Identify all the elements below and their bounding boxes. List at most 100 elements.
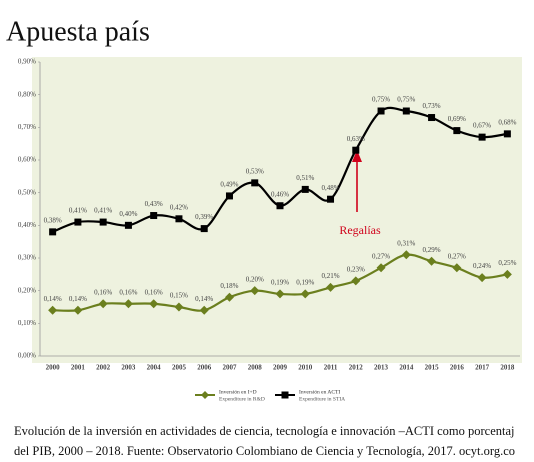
- marker: [453, 127, 461, 135]
- y-tick-label: 0,10%: [18, 319, 36, 327]
- data-label: 0,21%: [321, 272, 339, 280]
- marker: [377, 107, 385, 115]
- data-label: 0,19%: [296, 279, 314, 287]
- marker: [326, 282, 336, 292]
- y-tick-label: 0,00%: [18, 352, 36, 360]
- marker: [402, 107, 410, 115]
- legend-label: Inversión en I+D: [219, 389, 257, 395]
- x-tick-label: 2009: [273, 364, 288, 372]
- y-tick-label: 0,80%: [18, 90, 36, 98]
- data-label: 0,16%: [145, 288, 163, 296]
- y-tick-label: 0,30%: [18, 254, 36, 262]
- x-tick-label: 2012: [349, 364, 364, 372]
- data-label: 0,48%: [321, 184, 339, 192]
- annotation: Regalías: [339, 223, 381, 237]
- data-label: 0,40%: [119, 210, 137, 218]
- marker: [149, 299, 159, 309]
- data-label: 0,15%: [170, 292, 188, 300]
- x-tick-label: 2016: [450, 364, 465, 372]
- data-label: 0,41%: [94, 207, 112, 215]
- marker: [225, 192, 233, 200]
- y-tick-label: 0,40%: [18, 221, 36, 229]
- data-label: 0,18%: [220, 282, 238, 290]
- marker: [300, 289, 310, 299]
- data-label: 0,27%: [372, 252, 390, 260]
- x-tick-label: 2013: [374, 364, 389, 372]
- legend-marker: [201, 391, 209, 399]
- marker: [224, 292, 234, 302]
- data-label: 0,43%: [145, 200, 163, 208]
- x-tick-label: 2007: [222, 364, 237, 372]
- data-label: 0,75%: [372, 96, 390, 104]
- y-tick-label: 0,70%: [18, 123, 36, 131]
- marker: [250, 286, 260, 296]
- marker: [477, 273, 487, 283]
- legend-marker: [281, 391, 289, 399]
- data-label: 0,73%: [423, 102, 441, 110]
- x-tick-label: 2002: [96, 364, 111, 372]
- data-label: 0,27%: [448, 252, 466, 260]
- data-label: 0,23%: [347, 265, 365, 273]
- marker: [478, 133, 486, 141]
- marker: [251, 179, 259, 187]
- marker: [352, 146, 360, 154]
- data-label: 0,31%: [397, 239, 415, 247]
- marker: [427, 256, 437, 266]
- marker: [401, 250, 411, 260]
- data-label: 0,51%: [296, 174, 314, 182]
- data-label: 0,20%: [246, 275, 264, 283]
- data-label: 0,49%: [220, 181, 238, 189]
- data-label: 0,69%: [448, 115, 466, 123]
- data-label: 0,14%: [44, 295, 62, 303]
- data-label: 0,16%: [119, 288, 137, 296]
- marker: [123, 299, 133, 309]
- data-label: 0,41%: [69, 207, 87, 215]
- x-tick-label: 2000: [46, 364, 61, 372]
- legend-sublabel: Expenditure in R&D: [219, 396, 265, 402]
- marker: [98, 299, 108, 309]
- x-tick-label: 2017: [475, 364, 490, 372]
- marker: [276, 202, 284, 210]
- marker: [174, 302, 184, 312]
- data-label: 0,75%: [397, 96, 415, 104]
- y-tick-label: 0,20%: [18, 286, 36, 294]
- data-label: 0,25%: [498, 259, 516, 267]
- data-label: 0,67%: [473, 122, 491, 130]
- x-tick-label: 2003: [121, 364, 136, 372]
- marker: [48, 305, 58, 315]
- marker: [200, 225, 208, 233]
- data-label: 0,39%: [195, 213, 213, 221]
- data-label: 0,46%: [271, 190, 289, 198]
- data-label: 0,14%: [195, 295, 213, 303]
- x-tick-label: 2005: [172, 364, 187, 372]
- x-tick-label: 2008: [248, 364, 263, 372]
- plot-background: [32, 57, 522, 363]
- data-label: 0,42%: [170, 203, 188, 211]
- marker: [327, 195, 335, 203]
- marker: [99, 218, 107, 226]
- data-label: 0,19%: [271, 279, 289, 287]
- marker: [74, 218, 82, 226]
- marker: [428, 114, 436, 122]
- x-tick-label: 2004: [147, 364, 162, 372]
- x-tick-label: 2018: [500, 364, 515, 372]
- y-tick-label: 0,90%: [18, 58, 36, 66]
- legend-sublabel: Expenditure in STIA: [299, 396, 345, 402]
- marker: [73, 305, 83, 315]
- marker: [503, 130, 511, 138]
- data-label: 0,14%: [69, 295, 87, 303]
- data-label: 0,24%: [473, 262, 491, 270]
- marker: [502, 269, 512, 279]
- marker: [351, 276, 361, 286]
- marker: [376, 263, 386, 273]
- marker: [452, 263, 462, 273]
- x-tick-label: 2011: [324, 364, 338, 372]
- data-label: 0,63%: [347, 135, 365, 143]
- chart-title: Apuesta país: [6, 16, 150, 47]
- marker: [175, 215, 183, 223]
- data-label: 0,29%: [423, 246, 441, 254]
- x-tick-label: 2001: [71, 364, 86, 372]
- y-tick-label: 0,60%: [18, 156, 36, 164]
- data-label: 0,53%: [246, 167, 264, 175]
